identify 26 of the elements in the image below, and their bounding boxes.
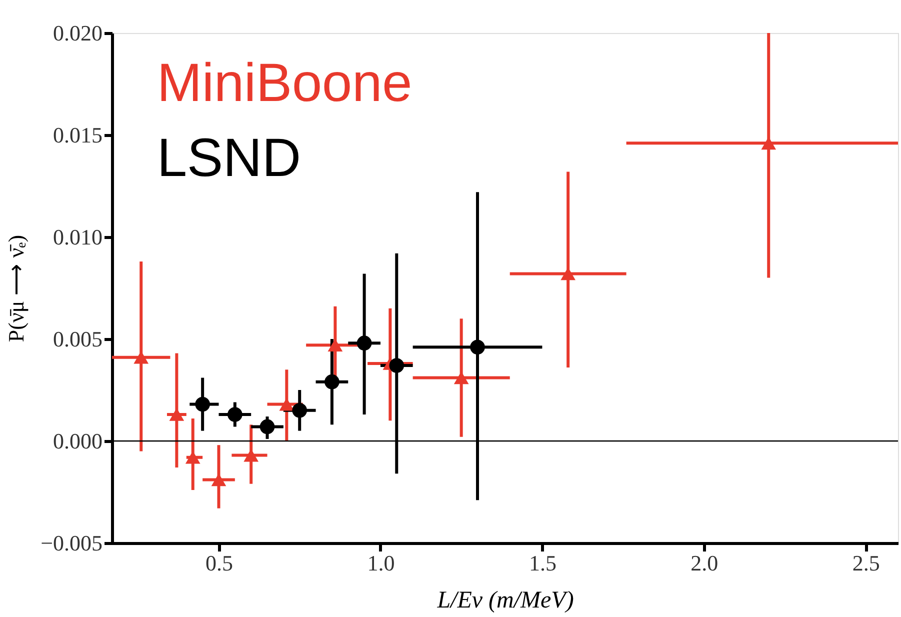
y-tick-label: 0.000 [53,428,102,454]
x-tick-label: 0.5 [205,550,233,576]
point [260,419,275,434]
point [228,407,242,422]
text: LSND [157,128,302,188]
x-axis-title: L/Eν (m/MeV) [436,588,574,614]
text: MiniBoone [157,53,412,113]
y-tick-label: 0.010 [53,224,102,250]
point [169,408,184,421]
y-tick-label: 0.020 [53,20,102,46]
y-tick-label: 0.005 [53,326,102,352]
point [195,396,210,412]
point [560,267,576,280]
y-tick-label: 0.015 [53,122,102,148]
point [470,340,485,355]
x-tick-label: 2.0 [690,550,718,576]
point [761,136,776,150]
point [389,358,404,373]
x-tick-label: 1.5 [528,550,556,576]
point [292,403,308,418]
point [324,374,340,390]
y-axis-title: P(ν̄μ ⟶ ν̄ₑ) [4,234,29,342]
y-tick-label: −0.005 [40,530,102,556]
x-tick-label: 2.5 [852,550,880,576]
point [356,336,372,350]
x-tick-label: 1.0 [367,550,395,576]
